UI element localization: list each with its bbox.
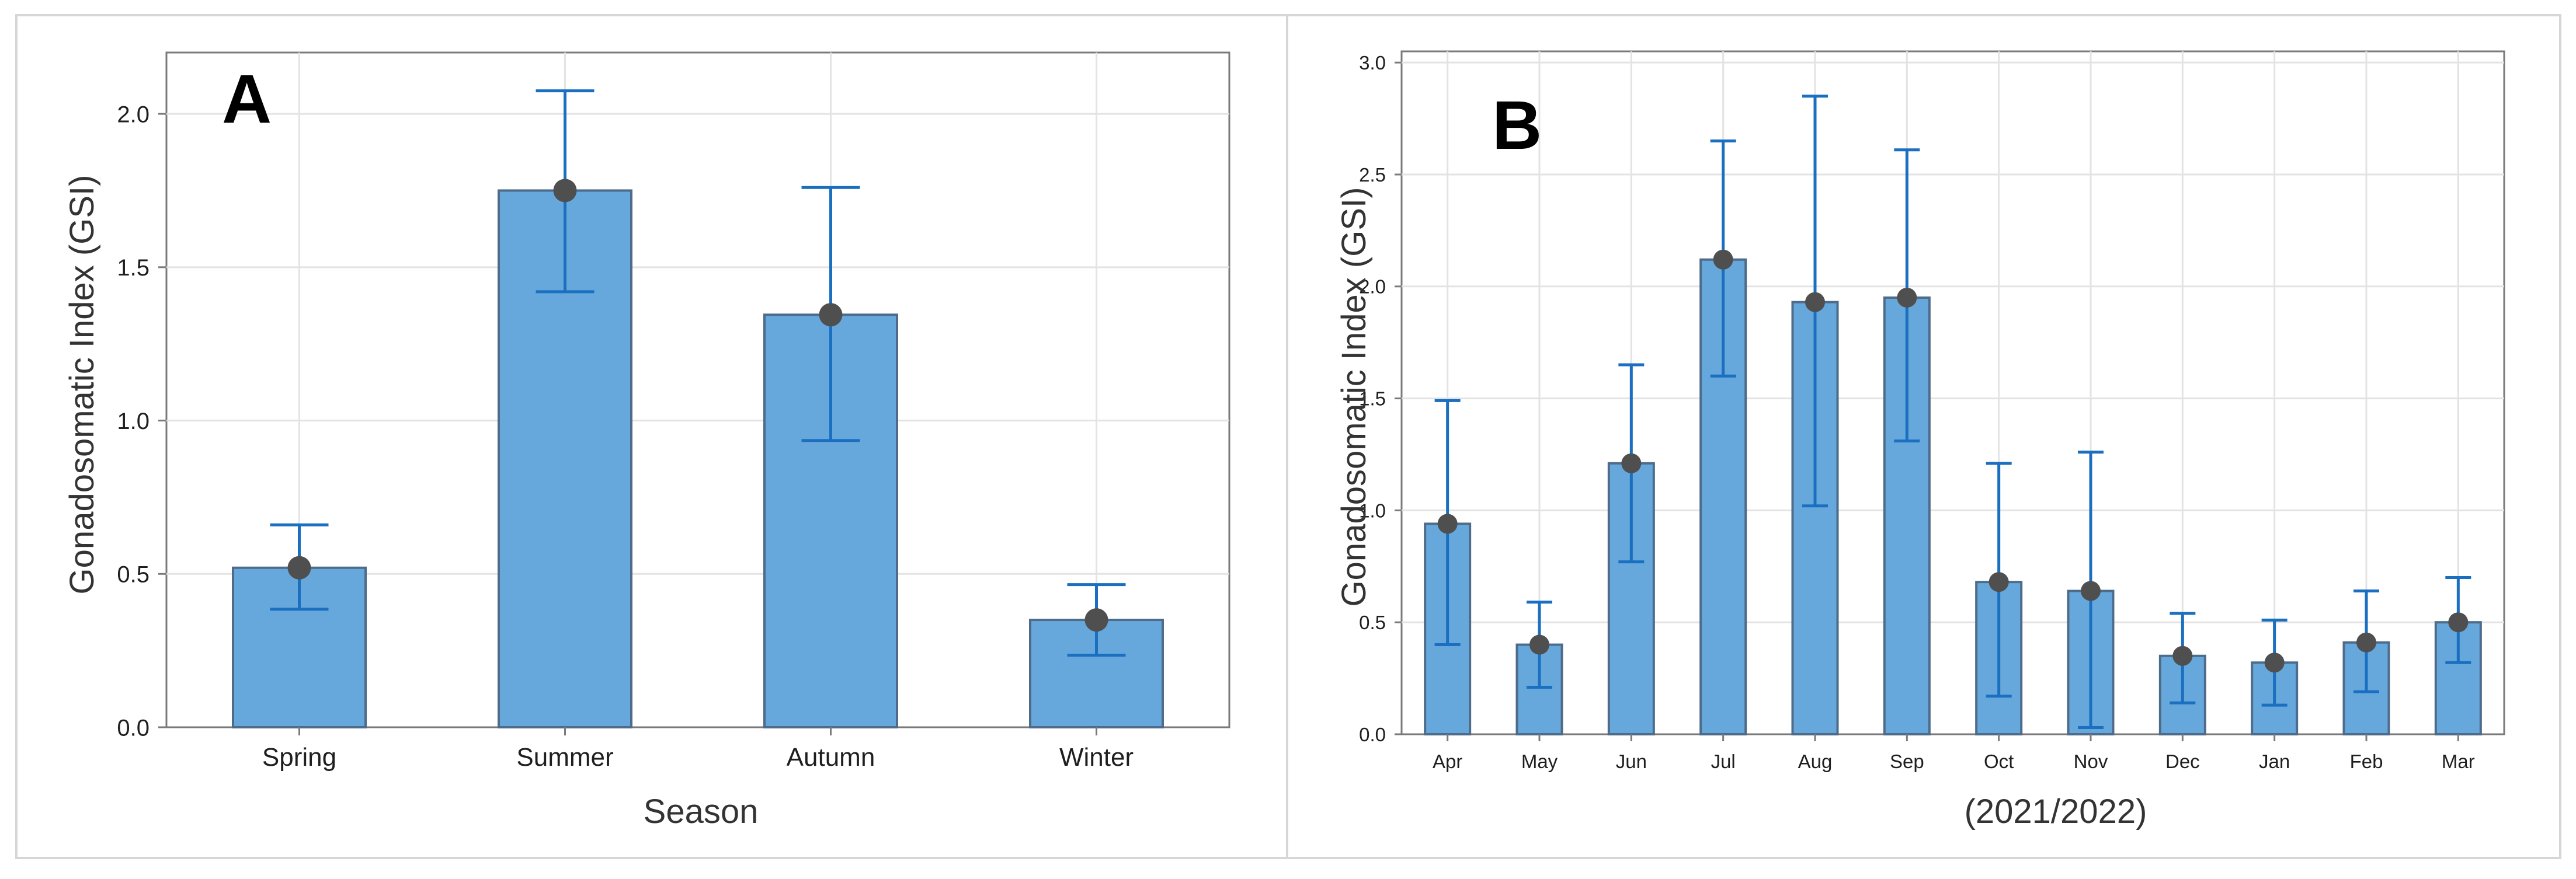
panel-a-mean-point-winter [1084,608,1108,632]
panel-b-mean-point-jan [2264,653,2285,673]
panel-a-x-tick-label: Autumn [787,743,875,772]
panel-b-x-tick-label: Oct [1984,751,2014,772]
panel-b-mean-point-feb [2356,632,2376,653]
panel-b-mean-point-may [1529,634,1549,655]
panel-b-y-tick-label: 0.5 [1359,612,1386,633]
panel-b-plot-area [1400,50,2505,735]
panel-b-mean-point-jul [1713,249,1733,270]
panel-b-mean-point-jun [1621,453,1642,473]
panel-a-y-tick-label: 0.5 [117,562,150,588]
panel-a-bar-summer [498,189,632,729]
panel-b-label: B [1492,87,1542,164]
panel-a-plot: 0.0 0.5 1.0 1.5 2.0 Spring Summer Autumn Winter [117,51,1230,772]
panel-b-mean-point-dec [2172,646,2193,666]
panel-b-y-axis-label: Gonadosomatic Index (GSI) [1335,187,1373,607]
panel-b-x-tick-label: Feb [2350,751,2383,772]
panel-a-x-axis-label: Season [644,793,759,831]
panel-b-mean-point-sep [1897,287,1917,308]
panel-b-mean-point-apr [1437,514,1458,534]
panel-b-x-tick-label: Nov [2074,751,2108,772]
panel-b-y-tick-label: 1.5 [1359,388,1386,409]
panel-b-plot: 0.0 0.5 1.0 1.5 2.0 2.5 3.0 Apr May Jun Jul Aug Sep O… [1359,50,2505,772]
panel-a-y-axis-label: Gonadosomatic Index (GSI) [63,175,101,595]
panel-b-x-axis-label: (2021/2022) [1965,793,2147,831]
panel-b-y-tick-label: 2.0 [1359,276,1386,298]
panel-a-x-tick-label: Summer [516,743,613,772]
panel-a-y-tick-label: 1.5 [117,255,150,281]
panel-b-x-tick-label: May [1521,751,1558,772]
panel-a-y-tick-label: 1.0 [117,409,150,434]
panel-b-mean-point-mar [2448,612,2469,633]
panel-a-y-tick-label: 2.0 [117,102,150,127]
panel-b: 0.0 0.5 1.0 1.5 2.0 2.5 3.0 Apr May Jun Jul Aug Sep O… [1286,14,2561,859]
panel-a-label: A [222,61,272,138]
panel-b-y-tick-label: 2.5 [1359,164,1386,186]
panel-b-x-tick-label: Mar [2442,751,2475,772]
panel-a-mean-point-summer [553,179,577,203]
panel-b-x-tick-label: Apr [1433,751,1462,772]
panel-b-mean-point-nov [2081,581,2101,601]
panel-b-x-tick-label: Aug [1798,751,1833,772]
panel-a-mean-point-spring [287,556,311,580]
panel-a-x-tick-label: Winter [1059,743,1134,772]
panel-b-mean-point-oct [1989,572,2009,592]
panel-b-y-tick-label: 3.0 [1359,52,1386,74]
panel-b-x-tick-label: Jan [2259,751,2290,772]
panel-a-mean-point-autumn [819,303,843,327]
panel-a-x-tick-label: Spring [262,743,336,772]
panel-b-y-tick-label: 0.0 [1359,724,1386,745]
panel-b-x-tick-label: Dec [2165,751,2200,772]
panel-b-x-tick-label: Sep [1890,751,1924,772]
panel-b-x-tick-label: Jun [1616,751,1647,772]
panel-a-y-tick-label: 0.0 [117,715,150,741]
panel-b-mean-point-aug [1805,292,1825,312]
panel-b-y-tick-label: 1.0 [1359,500,1386,521]
panel-b-x-tick-label: Jul [1711,751,1736,772]
